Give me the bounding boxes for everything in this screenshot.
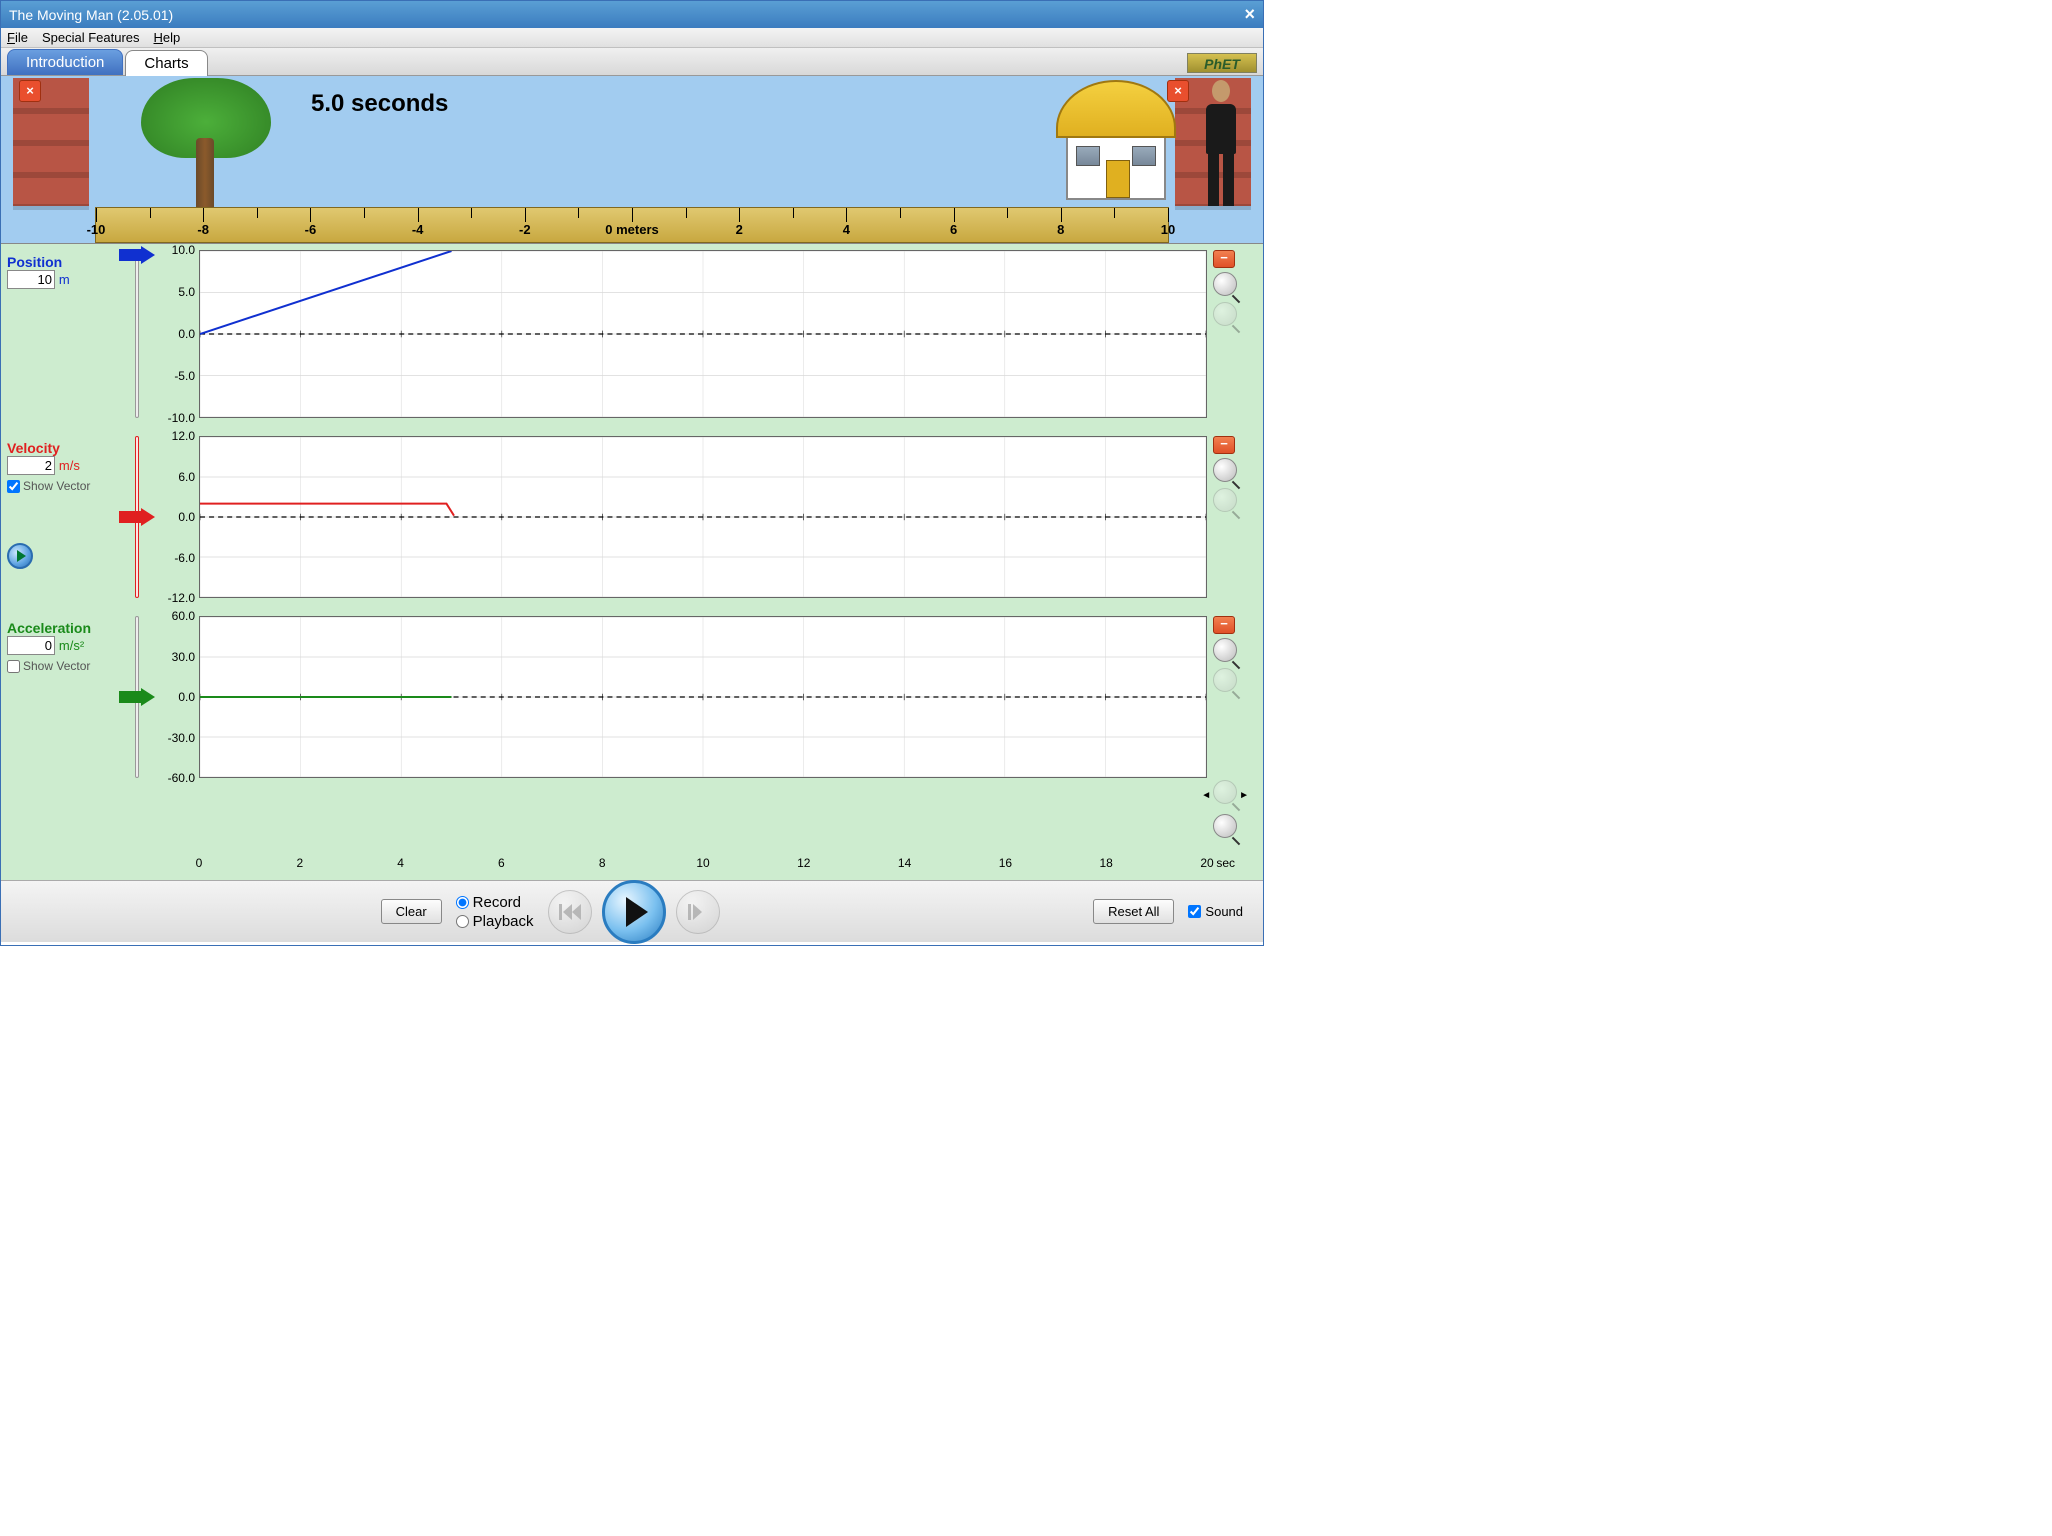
app-window: The Moving Man (2.05.01) × File Special … — [0, 0, 1264, 946]
acceleration-slider[interactable] — [117, 616, 157, 778]
acceleration-zoom-in-button[interactable] — [1213, 638, 1237, 662]
acceleration-controls: Acceleration m/s² Show Vector — [7, 616, 117, 673]
acceleration-row: Acceleration m/s² Show Vector -60.0-30.0… — [7, 616, 1251, 778]
close-icon[interactable]: × — [1244, 4, 1255, 25]
position-label: Position — [7, 254, 117, 270]
position-collapse-button[interactable]: − — [1213, 250, 1235, 268]
position-zoom-out-button[interactable] — [1213, 302, 1237, 326]
phet-logo[interactable]: PhET — [1187, 53, 1257, 73]
velocity-play-button[interactable] — [7, 543, 33, 569]
velocity-input[interactable] — [7, 456, 55, 475]
tab-introduction[interactable]: Introduction — [7, 49, 123, 75]
position-unit: m — [59, 272, 70, 287]
time-axis: 02468101214161820sec — [199, 856, 1207, 872]
tabbar: Introduction Charts PhET — [1, 48, 1263, 76]
scene: × × 5.0 seconds -10-8-6-4-20 meters24681… — [1, 76, 1263, 244]
velocity-label: Velocity — [7, 440, 117, 456]
velocity-collapse-button[interactable]: − — [1213, 436, 1235, 454]
menu-special[interactable]: Special Features — [42, 30, 140, 45]
position-yaxis: -10.0-5.00.05.010.0 — [157, 250, 199, 418]
charts-panel: Position m -10.0-5.00.05.010.0 − — [1, 244, 1263, 880]
window-title: The Moving Man (2.05.01) — [9, 7, 173, 23]
time-zoom-controls: ◄► — [1201, 780, 1249, 844]
acceleration-show-vector-input[interactable] — [7, 660, 20, 673]
titlebar: The Moving Man (2.05.01) × — [1, 1, 1263, 28]
step-icon — [688, 904, 708, 920]
ruler: -10-8-6-4-20 meters246810 — [95, 207, 1169, 243]
velocity-slider[interactable] — [117, 436, 157, 598]
position-slider[interactable] — [117, 250, 157, 418]
position-input[interactable] — [7, 270, 55, 289]
position-chart[interactable] — [199, 250, 1207, 418]
tree-icon — [141, 78, 271, 158]
tab-charts[interactable]: Charts — [125, 50, 207, 76]
velocity-show-vector-checkbox[interactable]: Show Vector — [7, 479, 117, 493]
chevron-left-icon: ◄ — [1201, 790, 1211, 801]
playback-radio[interactable]: Playback — [456, 913, 534, 930]
acceleration-input[interactable] — [7, 636, 55, 655]
acceleration-unit: m/s² — [59, 638, 84, 653]
velocity-yaxis: -12.0-6.00.06.012.0 — [157, 436, 199, 598]
record-radio[interactable]: Record — [456, 894, 534, 911]
play-icon — [626, 897, 648, 927]
velocity-show-vector-input[interactable] — [7, 480, 20, 493]
rewind-icon — [559, 904, 581, 920]
acceleration-collapse-button[interactable]: − — [1213, 616, 1235, 634]
chevron-right-icon: ► — [1239, 790, 1249, 801]
acceleration-zoom-out-button[interactable] — [1213, 668, 1237, 692]
velocity-controls: Velocity m/s Show Vector — [7, 436, 117, 569]
velocity-chart[interactable] — [199, 436, 1207, 598]
play-button[interactable] — [602, 880, 666, 944]
clear-button[interactable]: Clear — [381, 899, 442, 924]
sound-input[interactable] — [1188, 905, 1201, 918]
acceleration-yaxis: -60.0-30.00.030.060.0 — [157, 616, 199, 778]
time-zoom-in-button[interactable] — [1213, 814, 1237, 838]
velocity-row: Velocity m/s Show Vector -12.0-6.00.06 — [7, 436, 1251, 598]
velocity-unit: m/s — [59, 458, 80, 473]
acceleration-chart[interactable] — [199, 616, 1207, 778]
velocity-zoom-out-button[interactable] — [1213, 488, 1237, 512]
menubar: File Special Features Help — [1, 28, 1263, 48]
transport-controls — [548, 880, 720, 944]
rewind-button[interactable] — [548, 890, 592, 934]
mode-radios: Record Playback — [456, 894, 534, 930]
position-zoom-in-button[interactable] — [1213, 272, 1237, 296]
reset-all-button[interactable]: Reset All — [1093, 899, 1174, 924]
playback-bar: Clear Record Playback Reset All Sound — [1, 880, 1263, 942]
position-row: Position m -10.0-5.00.05.010.0 − — [7, 250, 1251, 418]
step-button[interactable] — [676, 890, 720, 934]
sim-area: × × 5.0 seconds -10-8-6-4-20 meters24681… — [1, 76, 1263, 942]
position-controls: Position m — [7, 250, 117, 289]
remove-left-object-button[interactable]: × — [19, 80, 41, 102]
house-icon — [1061, 80, 1171, 206]
time-readout: 5.0 seconds — [311, 90, 448, 118]
menu-file[interactable]: File — [7, 30, 28, 45]
time-zoom-out-button[interactable] — [1213, 780, 1237, 804]
sound-checkbox[interactable]: Sound — [1188, 904, 1243, 919]
moving-man-icon[interactable] — [1197, 80, 1245, 208]
velocity-zoom-in-button[interactable] — [1213, 458, 1237, 482]
acceleration-show-vector-checkbox[interactable]: Show Vector — [7, 659, 117, 673]
acceleration-label: Acceleration — [7, 620, 117, 636]
menu-help[interactable]: Help — [154, 30, 181, 45]
